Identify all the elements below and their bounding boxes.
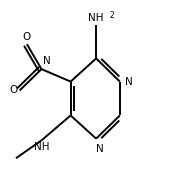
Text: NH: NH xyxy=(88,13,104,23)
Text: N: N xyxy=(96,144,104,154)
Text: 2: 2 xyxy=(110,11,115,20)
Text: O: O xyxy=(10,85,18,96)
Text: NH: NH xyxy=(34,142,49,152)
Text: N: N xyxy=(43,56,51,66)
Text: O: O xyxy=(23,32,31,42)
Text: N: N xyxy=(125,77,133,87)
